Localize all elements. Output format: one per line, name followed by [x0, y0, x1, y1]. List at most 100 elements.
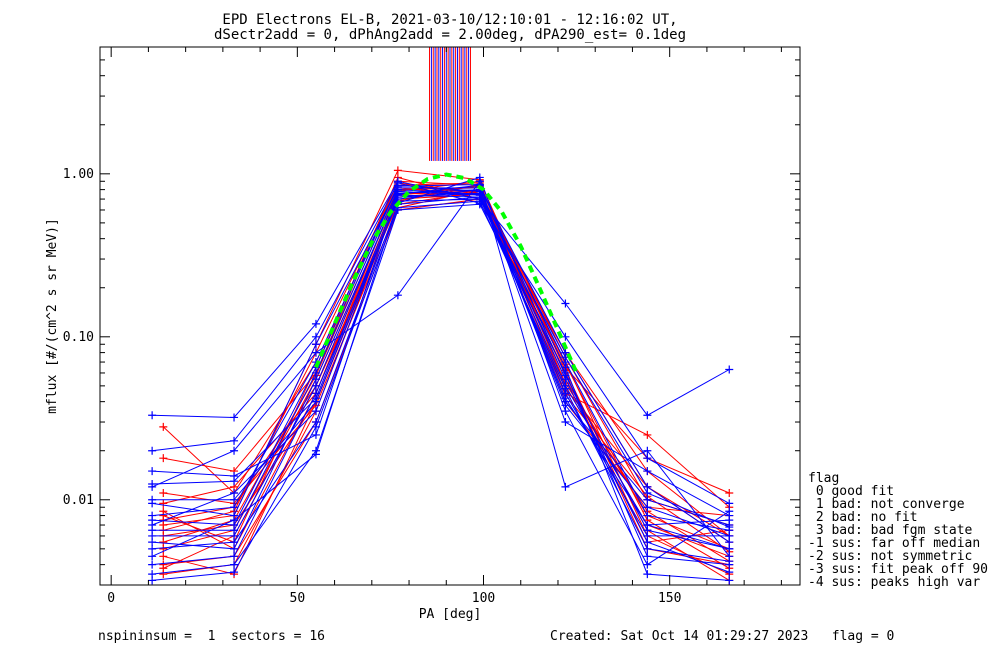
- data-point: [159, 454, 168, 463]
- data-point: [311, 332, 320, 341]
- data-point: [230, 544, 239, 553]
- data-point: [643, 560, 652, 569]
- series-line-7: [163, 187, 730, 526]
- data-point: [643, 467, 652, 476]
- y-tick-label: 0.01: [63, 493, 94, 508]
- data-point: [230, 568, 239, 577]
- legend-entry-3: 3 bad: bad fgm state: [808, 523, 973, 538]
- data-point: [393, 166, 402, 175]
- data-point: [475, 173, 484, 182]
- data-point: [643, 446, 652, 455]
- data-point: [159, 538, 168, 547]
- data-point: [148, 560, 157, 569]
- axis-layer: 0 50 100 150 0.01 0.10 1.00: [63, 47, 800, 606]
- data-point: [148, 411, 157, 420]
- data-point: [148, 446, 157, 455]
- plot-frame: [99, 46, 801, 586]
- series-line-23: [151, 180, 730, 557]
- data-point: [643, 526, 652, 535]
- data-layer: [148, 47, 734, 585]
- data-point: [311, 407, 320, 416]
- data-point: [561, 363, 570, 372]
- series-line-31: [152, 200, 730, 581]
- data-point: [393, 291, 402, 300]
- series-line-12: [163, 189, 730, 562]
- data-point: [148, 544, 157, 553]
- data-point: [159, 564, 168, 573]
- data-point: [561, 371, 570, 380]
- x-tick-label: 150: [658, 591, 681, 606]
- data-point: [148, 499, 157, 508]
- series-line-18: [152, 180, 730, 419]
- series-line-32: [152, 183, 730, 550]
- data-point: [148, 516, 157, 525]
- data-point: [311, 381, 320, 390]
- data-point: [393, 191, 402, 200]
- data-point: [725, 544, 734, 553]
- data-point: [311, 394, 320, 403]
- series-line-27: [151, 192, 730, 526]
- data-point: [725, 507, 734, 516]
- legend-entry-2: 2 bad: no fit: [808, 510, 918, 525]
- series-line-30: [152, 189, 730, 550]
- series-line-17: [152, 189, 730, 526]
- data-point: [643, 489, 652, 498]
- data-point: [311, 340, 320, 349]
- y-axis-label: mflux [#/(cm^2 s sr MeV)]: [45, 218, 60, 414]
- data-point: [230, 503, 239, 512]
- data-point: [561, 418, 570, 427]
- data-point: [561, 482, 570, 491]
- data-point: [561, 384, 570, 393]
- data-point: [725, 576, 734, 585]
- data-point: [159, 552, 168, 561]
- data-point: [725, 523, 734, 532]
- data-point: [311, 348, 320, 357]
- footer-left: nspininsum = 1 sectors = 16: [98, 629, 325, 644]
- data-point: [159, 489, 168, 498]
- data-point: [311, 450, 320, 459]
- fit-curve: [314, 172, 579, 374]
- series-line-21: [152, 203, 730, 575]
- chart-title: EPD Electrons EL-B, 2021-03-10/12:10:01 …: [222, 12, 677, 28]
- series-line-26: [152, 187, 730, 543]
- x-tick-label: 100: [472, 591, 495, 606]
- data-point: [643, 430, 652, 439]
- legend-entry-0: 0 good fit: [808, 484, 894, 499]
- series-line-3: [163, 198, 730, 575]
- legend-title: flag: [808, 471, 839, 486]
- y-tick-label: 1.00: [63, 167, 94, 182]
- data-point: [393, 182, 402, 191]
- data-point: [230, 511, 239, 520]
- data-point: [311, 319, 320, 328]
- data-point: [230, 477, 239, 486]
- data-point: [725, 489, 734, 498]
- series-line-28: [152, 198, 730, 581]
- data-point: [643, 511, 652, 520]
- data-point: [230, 446, 239, 455]
- legend: flag 0 good fit 1 bad: not converge 2 ba…: [808, 471, 988, 590]
- data-point: [725, 499, 734, 508]
- data-point: [148, 552, 157, 561]
- legend-entry-6: -3 sus: fit peak off 90: [808, 562, 988, 577]
- data-point: [230, 521, 239, 530]
- data-point: [561, 299, 570, 308]
- data-point: [230, 560, 239, 569]
- data-point: [725, 568, 734, 577]
- data-point: [148, 538, 157, 547]
- data-point: [643, 544, 652, 553]
- data-point: [643, 495, 652, 504]
- legend-entry-5: -2 sus: not symmetric: [808, 549, 972, 564]
- x-axis-label: PA [deg]: [419, 607, 482, 622]
- data-point: [725, 516, 734, 525]
- legend-entry-7: -4 sus: peaks high var: [808, 575, 980, 590]
- x-tick-label: 0: [107, 591, 115, 606]
- data-point: [148, 479, 157, 488]
- data-point: [159, 499, 168, 508]
- series-line-6: [163, 193, 730, 575]
- data-point: [230, 413, 239, 422]
- data-point: [643, 454, 652, 463]
- series-line-29: [152, 182, 730, 504]
- series-line-33: [152, 194, 730, 528]
- data-point: [643, 538, 652, 547]
